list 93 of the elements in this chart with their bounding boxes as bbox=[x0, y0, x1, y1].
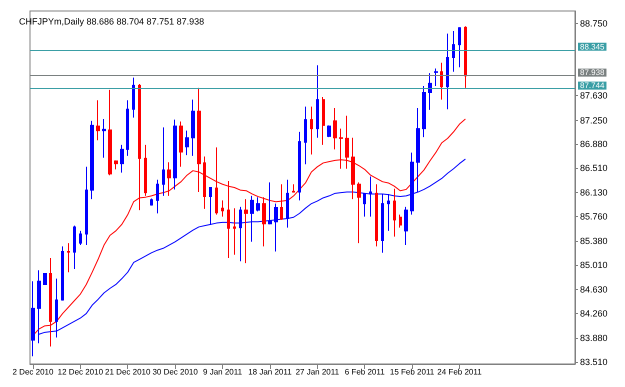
candlestick bbox=[292, 184, 295, 194]
x-tick-label: 2 Dec 2010 bbox=[12, 368, 54, 376]
candlestick bbox=[422, 85, 426, 138]
candlestick bbox=[363, 193, 366, 218]
candlestick bbox=[434, 68, 438, 86]
candlestick bbox=[215, 146, 218, 216]
candlestick bbox=[369, 176, 372, 218]
candlestick bbox=[375, 184, 378, 247]
candlestick bbox=[256, 196, 260, 212]
candlestick bbox=[126, 100, 129, 156]
candlestick bbox=[209, 187, 212, 226]
candlestick bbox=[102, 118, 106, 158]
candlestick bbox=[298, 131, 301, 201]
candlestick bbox=[31, 280, 35, 357]
x-tick-label: 30 Dec 2010 bbox=[152, 368, 198, 376]
candlestick bbox=[162, 126, 165, 196]
candlestick bbox=[381, 193, 384, 254]
x-tick-label: 12 Dec 2010 bbox=[58, 368, 104, 376]
candlestick bbox=[333, 107, 337, 150]
x-tick-label: 15 Feb 2011 bbox=[390, 368, 435, 376]
text: CHFJPYm,Daily 88.686 88.704 87.751 87.938 bbox=[19, 16, 204, 26]
candlestick bbox=[144, 144, 147, 196]
x-tick-label: 27 Jan 2011 bbox=[296, 368, 340, 376]
candlestick bbox=[96, 100, 100, 141]
candlestick bbox=[310, 106, 313, 156]
candlestick bbox=[446, 33, 449, 110]
candlestick bbox=[322, 96, 325, 146]
candlestick bbox=[280, 184, 283, 220]
candlestick bbox=[393, 188, 396, 238]
y-tick-label: 83.510 bbox=[580, 357, 608, 368]
x-tick-label: 21 Dec 2010 bbox=[105, 368, 151, 376]
y-tick-label: 85.380 bbox=[580, 236, 608, 246]
y-tick-label: 83.880 bbox=[580, 333, 608, 344]
candlestick bbox=[43, 272, 47, 285]
candlestick bbox=[316, 64, 319, 138]
candlestick bbox=[79, 230, 82, 246]
candlestick bbox=[227, 180, 230, 258]
candlestick bbox=[132, 77, 135, 118]
candlestick bbox=[250, 195, 254, 242]
candlestick bbox=[203, 156, 206, 210]
candlestick bbox=[304, 106, 307, 165]
y-tick-label: 87.250 bbox=[580, 115, 608, 126]
candlestick bbox=[262, 196, 266, 247]
candlestick bbox=[274, 203, 278, 252]
x-tick-label: 24 Feb 2011 bbox=[437, 368, 482, 376]
candlestick bbox=[73, 225, 76, 270]
candlestick bbox=[351, 137, 355, 200]
candlestick bbox=[244, 198, 248, 264]
candlestick bbox=[428, 72, 432, 110]
candlestick bbox=[85, 166, 88, 246]
candlestick bbox=[156, 179, 159, 214]
ref-line-label: 87.744 bbox=[580, 81, 606, 90]
candlestick bbox=[452, 30, 455, 72]
candlestick bbox=[185, 130, 189, 156]
candlestick bbox=[357, 182, 361, 244]
y-tick-label: 87.630 bbox=[580, 90, 608, 101]
candlestick bbox=[67, 242, 70, 273]
y-tick-label: 86.880 bbox=[580, 139, 608, 150]
candlestick bbox=[191, 99, 195, 156]
candlestick bbox=[150, 198, 153, 206]
candlestick bbox=[120, 144, 124, 174]
ref-line-label: 87.938 bbox=[580, 68, 606, 78]
candlestick bbox=[61, 246, 64, 302]
y-tick-label: 86.510 bbox=[580, 163, 608, 174]
candlestick bbox=[286, 179, 289, 228]
candlestick bbox=[108, 89, 112, 176]
candlestick bbox=[458, 26, 461, 68]
candlestick bbox=[114, 160, 118, 170]
x-tick-label: 9 Jan 2011 bbox=[203, 368, 243, 376]
candlestick bbox=[387, 193, 390, 232]
y-tick-label: 86.130 bbox=[580, 188, 608, 198]
candlestick bbox=[399, 214, 402, 228]
candlestick bbox=[90, 120, 94, 200]
candlestick bbox=[268, 182, 272, 225]
ref-line-label: 88.345 bbox=[580, 42, 606, 52]
y-tick-label: 88.750 bbox=[580, 18, 608, 28]
candlestick bbox=[167, 162, 171, 196]
candlestick bbox=[179, 121, 183, 168]
candlestick bbox=[404, 206, 408, 246]
candlestick bbox=[233, 208, 236, 256]
x-tick-label: 6 Feb 2011 bbox=[344, 368, 386, 376]
candlestick bbox=[464, 26, 467, 88]
candlestick bbox=[339, 128, 343, 170]
candlestick bbox=[221, 200, 224, 218]
y-tick-label: 85.760 bbox=[580, 212, 608, 222]
candlestick bbox=[173, 119, 177, 190]
y-tick-label: 84.260 bbox=[580, 308, 608, 319]
y-tick-label: 85.010 bbox=[580, 260, 608, 270]
candlestick bbox=[239, 206, 242, 262]
candlestick bbox=[440, 62, 443, 100]
candlestick bbox=[327, 124, 331, 138]
y-tick-label: 84.630 bbox=[580, 284, 608, 295]
x-tick-label: 18 Jan 2011 bbox=[248, 368, 292, 376]
